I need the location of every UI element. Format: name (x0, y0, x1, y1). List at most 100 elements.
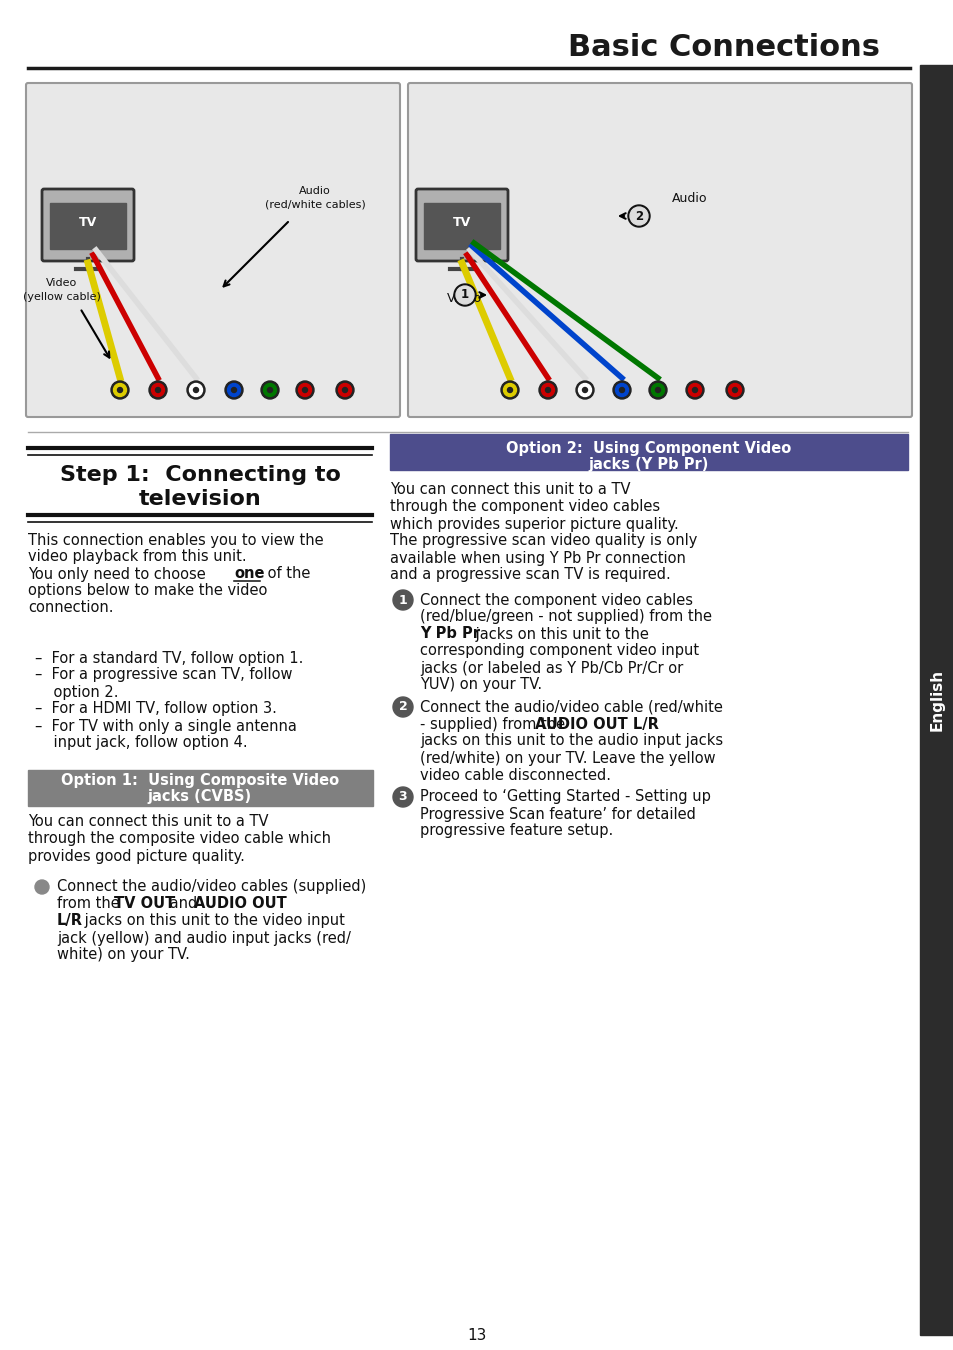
Text: video playback from this unit.: video playback from this unit. (28, 549, 247, 564)
Circle shape (393, 787, 413, 807)
Text: jack (yellow) and audio input jacks (red/: jack (yellow) and audio input jacks (red… (57, 930, 351, 945)
FancyBboxPatch shape (408, 82, 911, 417)
Text: from the: from the (57, 896, 124, 911)
FancyBboxPatch shape (26, 82, 399, 417)
Circle shape (111, 381, 129, 400)
Circle shape (538, 381, 557, 400)
FancyBboxPatch shape (42, 189, 133, 261)
Circle shape (393, 697, 413, 717)
Text: - supplied) from the: - supplied) from the (419, 717, 569, 732)
Circle shape (225, 381, 243, 400)
Text: 2: 2 (398, 701, 407, 714)
Circle shape (295, 381, 314, 400)
Circle shape (685, 381, 703, 400)
Text: jacks (CVBS): jacks (CVBS) (148, 790, 252, 805)
Text: 3: 3 (398, 791, 407, 803)
Text: input jack, follow option 4.: input jack, follow option 4. (35, 736, 248, 751)
Bar (390, 433, 907, 470)
Circle shape (725, 381, 743, 400)
Text: You can connect this unit to a TV: You can connect this unit to a TV (28, 814, 268, 829)
Circle shape (541, 383, 554, 397)
Text: progressive feature setup.: progressive feature setup. (419, 824, 613, 838)
Text: video cable disconnected.: video cable disconnected. (419, 768, 610, 783)
Text: –  For TV with only a single antenna: – For TV with only a single antenna (35, 718, 296, 733)
Circle shape (454, 284, 476, 306)
Text: Audio
(red/white cables): Audio (red/white cables) (264, 186, 365, 209)
Text: Audio: Audio (671, 192, 707, 204)
Text: jacks on this unit to the: jacks on this unit to the (471, 626, 648, 641)
Circle shape (232, 387, 236, 393)
Circle shape (728, 383, 740, 397)
Text: white) on your TV.: white) on your TV. (57, 948, 190, 963)
Circle shape (648, 381, 666, 400)
Text: and a progressive scan TV is required.: and a progressive scan TV is required. (390, 567, 670, 582)
Circle shape (117, 387, 122, 393)
Text: Video
(yellow cable): Video (yellow cable) (23, 278, 101, 301)
Bar (50, 202, 126, 248)
Circle shape (335, 381, 354, 400)
Text: Step 1:  Connecting to: Step 1: Connecting to (59, 464, 340, 485)
Circle shape (187, 381, 205, 400)
Circle shape (113, 383, 127, 397)
Text: 13: 13 (467, 1327, 486, 1342)
Circle shape (582, 387, 587, 393)
Circle shape (732, 387, 737, 393)
Circle shape (500, 381, 518, 400)
Text: You can connect this unit to a TV: You can connect this unit to a TV (390, 482, 630, 498)
Text: jacks (or labeled as Y Pb/Cb Pr/Cr or: jacks (or labeled as Y Pb/Cb Pr/Cr or (419, 660, 682, 675)
Circle shape (393, 590, 413, 610)
Circle shape (155, 387, 160, 393)
Circle shape (627, 205, 649, 227)
Text: Progressive Scan feature’ for detailed: Progressive Scan feature’ for detailed (419, 806, 695, 822)
Circle shape (302, 387, 307, 393)
Text: This connection enables you to view the: This connection enables you to view the (28, 532, 323, 548)
Circle shape (298, 383, 312, 397)
Text: of the: of the (263, 567, 310, 582)
Circle shape (190, 383, 202, 397)
Text: YUV) on your TV.: YUV) on your TV. (419, 678, 541, 693)
Text: TV OUT: TV OUT (113, 896, 175, 911)
Text: English: English (928, 670, 943, 732)
Circle shape (613, 381, 630, 400)
Text: television: television (138, 489, 261, 509)
Circle shape (227, 383, 240, 397)
Circle shape (688, 383, 700, 397)
Text: option 2.: option 2. (35, 684, 118, 699)
Text: through the composite video cable which: through the composite video cable which (28, 832, 331, 846)
Text: one: one (233, 567, 264, 582)
Text: provides good picture quality.: provides good picture quality. (28, 849, 245, 864)
Circle shape (629, 207, 647, 225)
Text: which provides superior picture quality.: which provides superior picture quality. (390, 517, 678, 532)
Text: (red/blue/green - not supplied) from the: (red/blue/green - not supplied) from the (419, 609, 711, 625)
Circle shape (507, 387, 512, 393)
Text: Y Pb Pr: Y Pb Pr (419, 626, 479, 641)
Text: L/R: L/R (57, 914, 83, 929)
Circle shape (651, 383, 664, 397)
Bar (919, 65, 953, 1335)
Circle shape (655, 387, 659, 393)
Circle shape (338, 383, 351, 397)
Text: Option 1:  Using Composite Video: Option 1: Using Composite Video (61, 772, 338, 787)
Bar (423, 202, 499, 248)
Circle shape (578, 383, 591, 397)
Text: jacks on this unit to the video input: jacks on this unit to the video input (80, 914, 345, 929)
Text: (red/white) on your TV. Leave the yellow: (red/white) on your TV. Leave the yellow (419, 751, 715, 765)
FancyBboxPatch shape (416, 189, 507, 261)
Text: Proceed to ‘Getting Started - Setting up: Proceed to ‘Getting Started - Setting up (419, 790, 710, 805)
Text: Video: Video (447, 292, 481, 305)
Text: corresponding component video input: corresponding component video input (419, 644, 699, 659)
Text: Option 2:  Using Component Video: Option 2: Using Component Video (506, 440, 791, 455)
Bar (28, 769, 373, 806)
Text: Connect the audio/video cables (supplied): Connect the audio/video cables (supplied… (57, 879, 366, 895)
Text: TV: TV (79, 216, 97, 228)
Text: TV: TV (453, 216, 471, 228)
Text: AUDIO OUT L/R: AUDIO OUT L/R (535, 717, 659, 732)
Text: You only need to choose: You only need to choose (28, 567, 211, 582)
Circle shape (342, 387, 347, 393)
Text: –  For a HDMI TV, follow option 3.: – For a HDMI TV, follow option 3. (35, 702, 276, 717)
Text: The progressive scan video quality is only: The progressive scan video quality is on… (390, 533, 697, 548)
Text: AUDIO OUT: AUDIO OUT (193, 896, 287, 911)
Text: jacks (Y Pb Pr): jacks (Y Pb Pr) (588, 458, 708, 472)
Text: connection.: connection. (28, 601, 113, 616)
Text: through the component video cables: through the component video cables (390, 500, 659, 514)
